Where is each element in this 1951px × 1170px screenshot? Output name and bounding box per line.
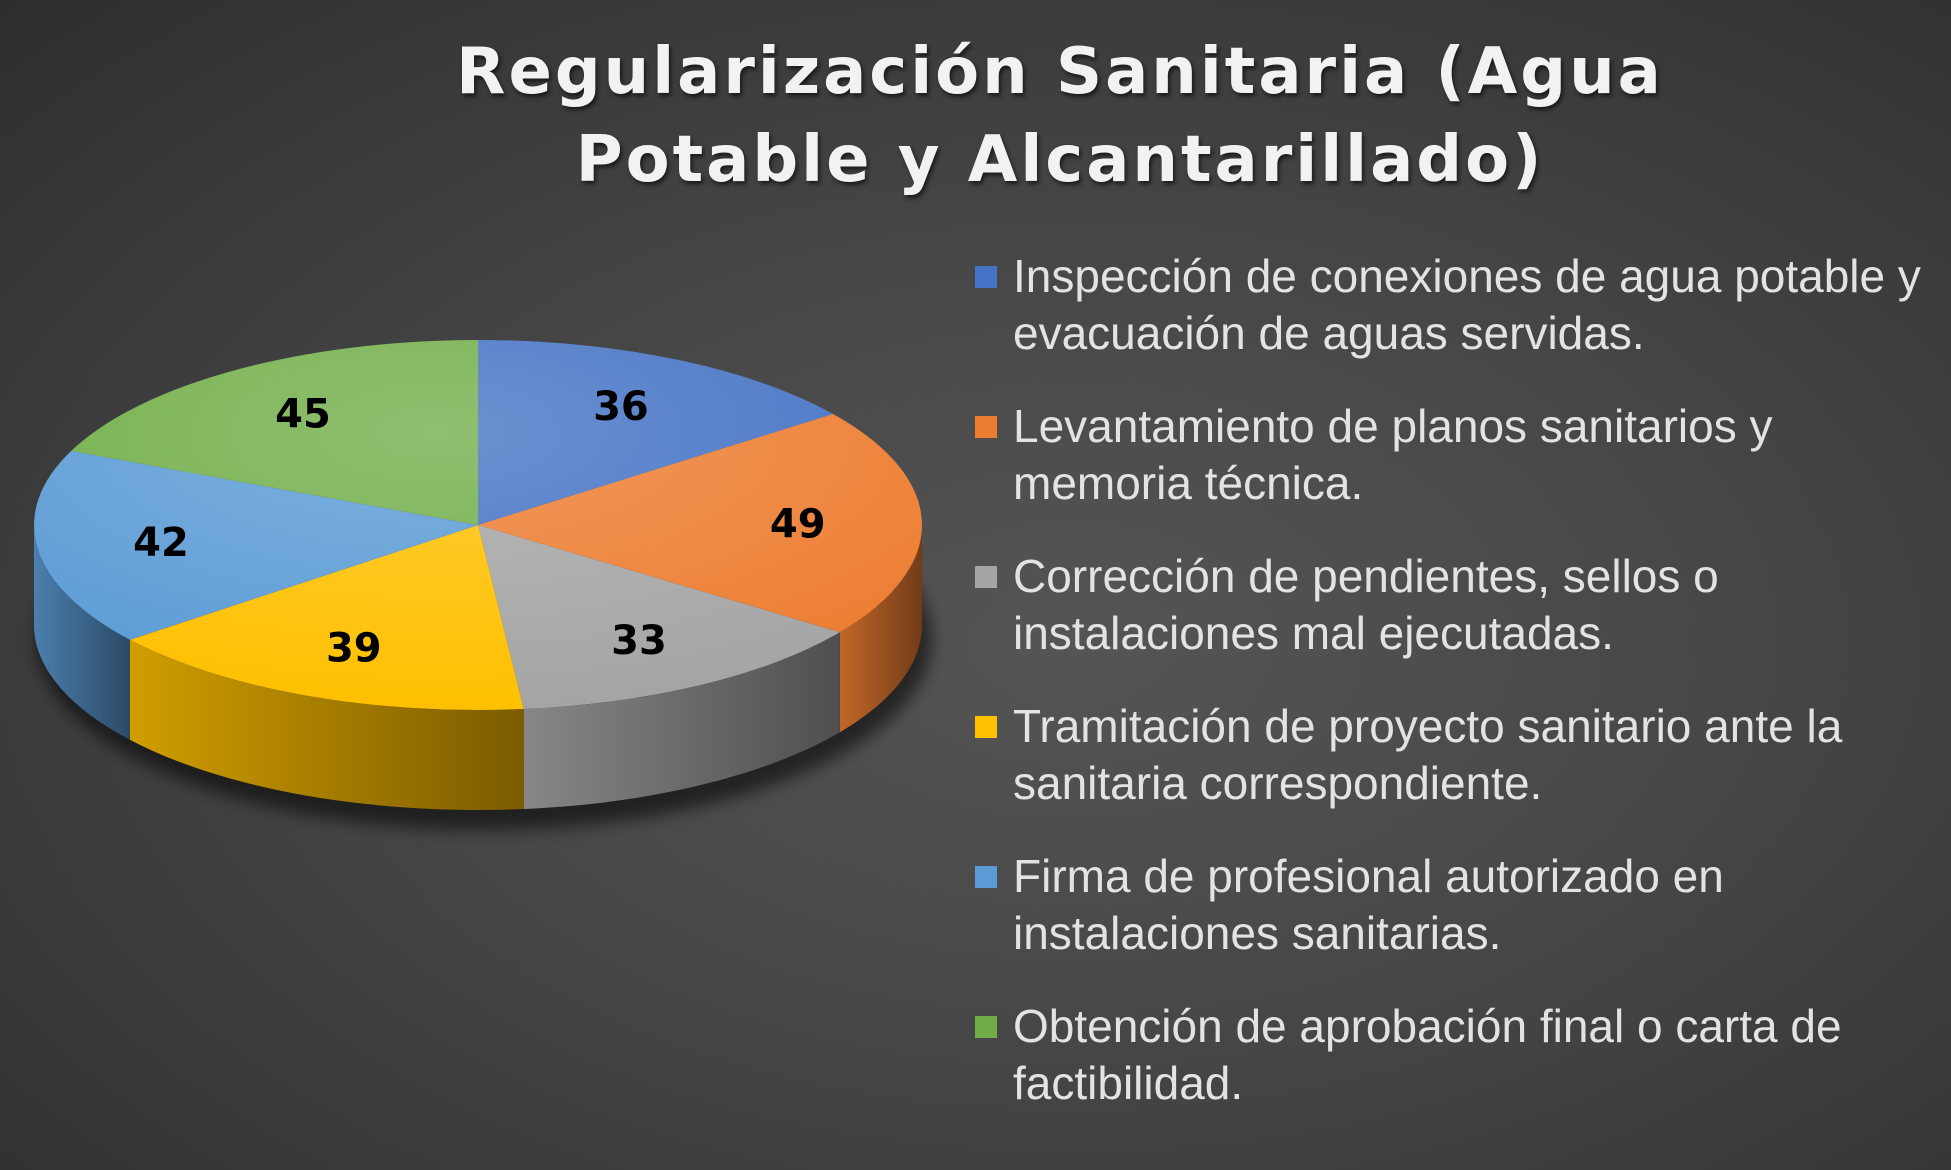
legend-swatch	[975, 416, 997, 438]
legend-label: Firma de profesional autorizado en insta…	[1013, 850, 1724, 959]
pie-chart: 36 49 33 39 42 45	[34, 340, 932, 830]
legend-swatch	[975, 716, 997, 738]
legend-swatch	[975, 566, 997, 588]
legend-label: Obtención de aprobación final o carta de…	[1013, 1000, 1842, 1109]
legend-item: Inspección de conexiones de agua potable…	[975, 248, 1935, 362]
legend-swatch	[975, 866, 997, 888]
legend-item: Tramitación de proyecto sanitario ante l…	[975, 698, 1935, 812]
legend-label: Inspección de conexiones de agua potable…	[1013, 250, 1921, 359]
legend-item: Obtención de aprobación final o carta de…	[975, 998, 1935, 1112]
legend-label: Tramitación de proyecto sanitario ante l…	[1013, 700, 1843, 809]
chart-legend: Inspección de conexiones de agua potable…	[975, 248, 1935, 1148]
pie-data-labels: 36 49 33 39 42 45	[133, 384, 825, 672]
pie-data-label-5: 45	[275, 392, 331, 438]
legend-label: Levantamiento de planos sanitarios y mem…	[1013, 400, 1773, 509]
pie-data-label-3: 39	[326, 626, 382, 672]
legend-swatch	[975, 266, 997, 288]
chart-title: Regularización Sanitaria (Agua Potable y…	[456, 35, 1664, 197]
legend-item: Levantamiento de planos sanitarios y mem…	[975, 398, 1935, 512]
pie-data-label-2: 33	[611, 618, 667, 664]
legend-label: Corrección de pendientes, sellos o insta…	[1013, 550, 1719, 659]
pie-data-label-0: 36	[593, 384, 649, 430]
legend-item: Corrección de pendientes, sellos o insta…	[975, 548, 1935, 662]
pie-data-label-1: 49	[770, 501, 826, 547]
legend-swatch	[975, 1016, 997, 1038]
legend-item: Firma de profesional autorizado en insta…	[975, 848, 1935, 962]
pie-data-label-4: 42	[133, 520, 189, 566]
